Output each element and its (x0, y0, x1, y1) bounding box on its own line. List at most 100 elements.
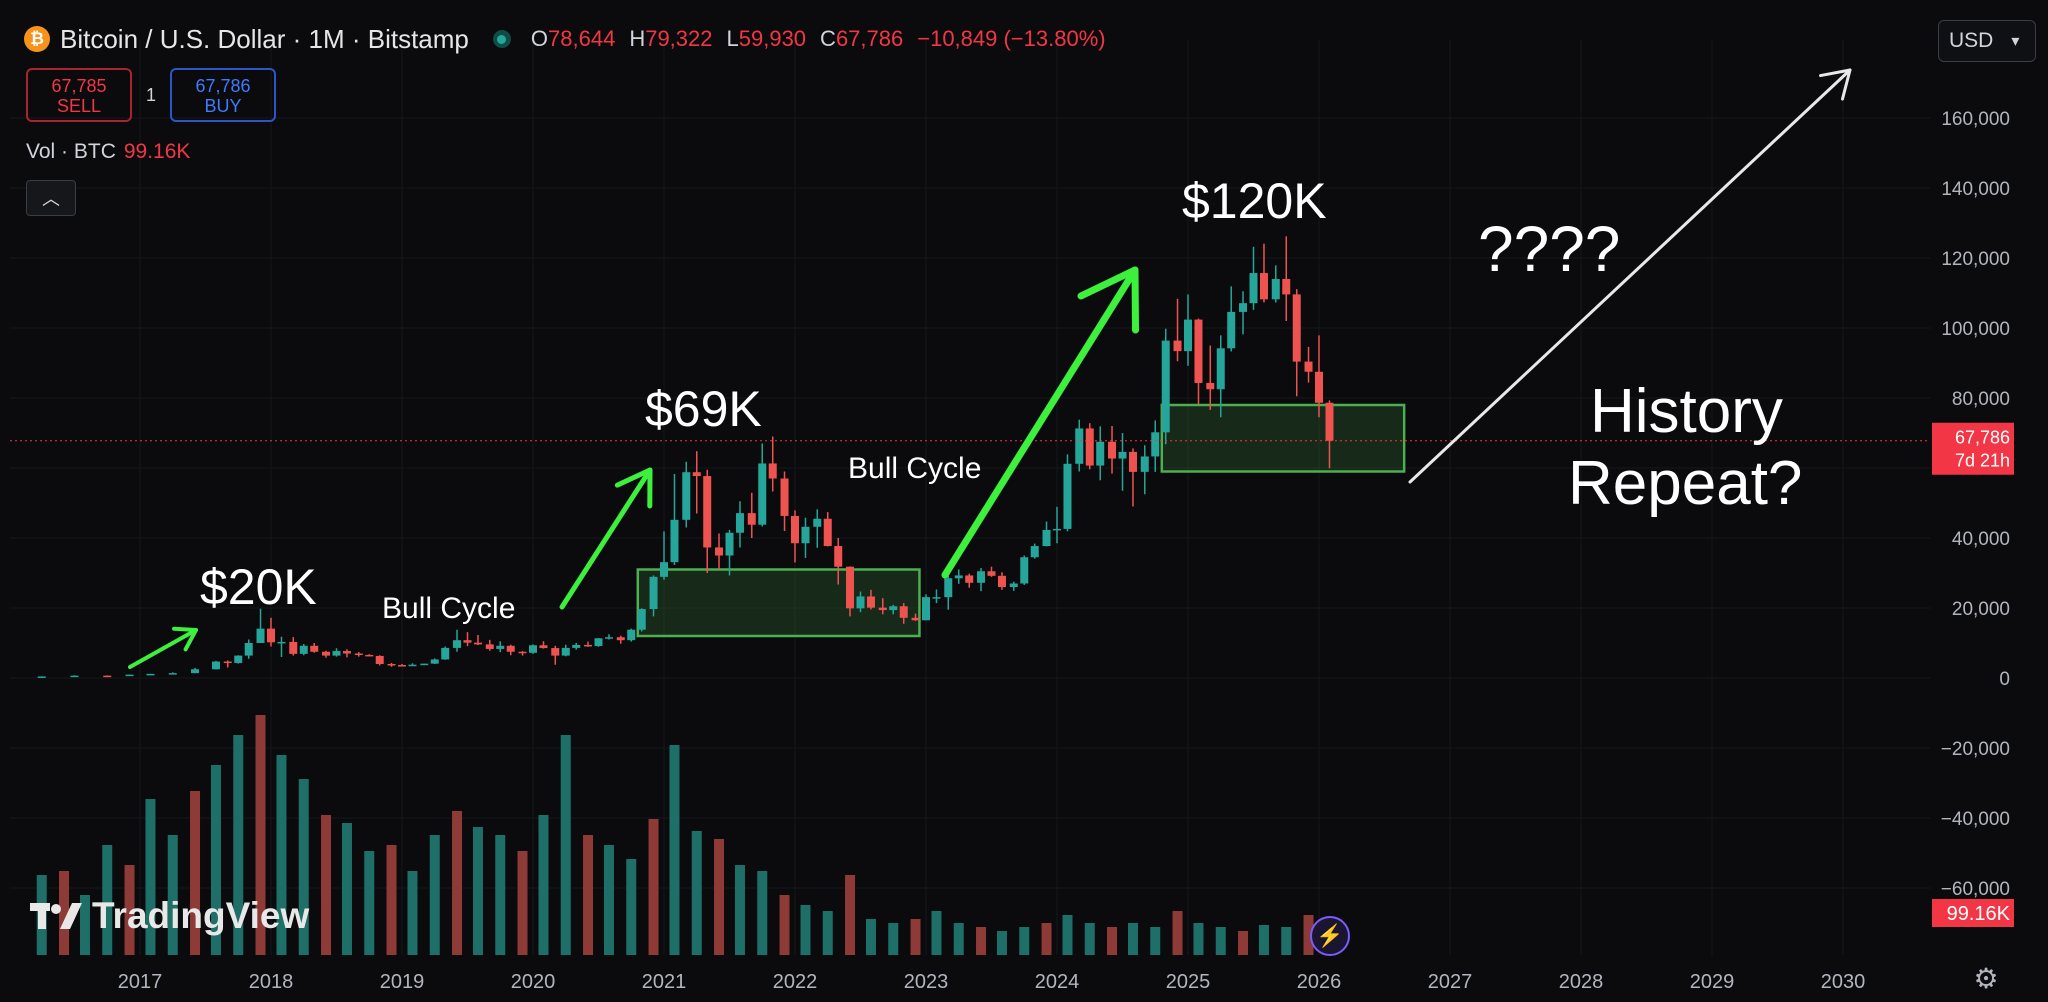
candle-body (1173, 340, 1182, 352)
volume-legend: Vol · BTC 99.16K (26, 140, 190, 164)
candle-body (660, 562, 668, 577)
ohlc-legend: O78,644 H79,322 L59,930 C67,786 −10,849 … (530, 26, 1106, 51)
candle-body (801, 526, 810, 544)
candle-body (1194, 319, 1203, 383)
volume-bar (1303, 915, 1314, 955)
candle-body (965, 575, 974, 583)
candle-body (1009, 583, 1018, 587)
candle-body (191, 669, 200, 674)
y-tick-label: 140,000 (1941, 179, 2010, 200)
candle-body (758, 463, 767, 525)
candle-body (692, 472, 701, 477)
annotation-arrow-head (1077, 266, 1140, 334)
sell-price: 67,785 (51, 76, 107, 96)
volume-bar (429, 835, 440, 955)
candle-body (1096, 441, 1105, 466)
candle-body (1271, 279, 1280, 300)
chevron-up-icon: ︿ (42, 189, 60, 209)
x-tick-label: 2029 (1690, 971, 1735, 993)
volume-bar (452, 811, 463, 955)
bolt-icon[interactable]: ⚡ (1310, 916, 1350, 956)
tradingview-logo[interactable]: TradingView (30, 895, 309, 937)
annotation-bull-cycle-2: Bull Cycle (848, 452, 982, 485)
candle-body (551, 648, 560, 656)
volume-badge-value: 99.16K (1947, 903, 2011, 925)
candle-body (899, 606, 908, 618)
x-tick-label: 2018 (249, 971, 294, 993)
consolidation-zone (636, 568, 921, 638)
annotation-peak-2017: $20K (200, 559, 317, 615)
candle-body (584, 644, 593, 647)
sell-button[interactable]: 67,785 SELL (26, 68, 132, 122)
volume-bar (167, 835, 178, 955)
gear-icon[interactable]: ⚙ (1973, 962, 1999, 994)
candle-body (1075, 428, 1084, 464)
volume-bar (124, 865, 135, 955)
candle-body (420, 663, 429, 666)
low-value: 59,930 (738, 26, 807, 51)
x-tick-label: 2024 (1035, 971, 1080, 993)
current-price-badge-value: 67,786 (1955, 428, 2010, 448)
candle-body (1030, 546, 1039, 558)
buy-button[interactable]: 67,786 BUY (170, 68, 276, 122)
volume-bar (407, 871, 418, 955)
buy-price: 67,786 (195, 76, 251, 96)
bitcoin-icon: ₿ (24, 26, 50, 52)
volume-bar (341, 823, 352, 955)
annotation-bull-cycle-1: Bull Cycle (382, 592, 516, 625)
candle-body (649, 576, 658, 610)
volume-bar (1238, 931, 1249, 955)
candle-body (823, 518, 832, 547)
annotation-question: ???? (1478, 213, 1621, 285)
x-tick-label: 2020 (511, 971, 556, 993)
symbol-title[interactable]: Bitcoin / U.S. Dollar · 1M · Bitstamp (60, 23, 469, 54)
currency-select[interactable]: USD ▾ (1938, 20, 2036, 62)
volume-bar (583, 835, 594, 955)
volume-bar (102, 845, 113, 955)
volume-bar (233, 735, 244, 955)
y-tick-label: −60,000 (1941, 879, 2010, 900)
volume-bar (276, 755, 287, 955)
volume-bar (779, 895, 790, 955)
candle-body (277, 641, 286, 644)
y-tick-label: 120,000 (1941, 249, 2010, 270)
volume-badge (1932, 899, 2014, 927)
change-value: −10,849 (−13.80%) (917, 26, 1106, 51)
candle-body (342, 651, 351, 654)
x-tick-label: 2027 (1428, 971, 1473, 993)
candle-body (725, 532, 734, 556)
volume-bar (1062, 915, 1073, 955)
volume-bar (255, 715, 266, 955)
volume-bar (386, 845, 397, 955)
volume-bar (1127, 923, 1138, 955)
annotation-peak-2025: $120K (1182, 173, 1327, 229)
candle-body (375, 655, 384, 664)
volume-bar (145, 799, 156, 955)
candle-body (780, 478, 789, 516)
candle-body (496, 645, 505, 649)
candle-body (1315, 371, 1323, 403)
volume-bar (757, 871, 768, 955)
candle-body (866, 596, 875, 608)
candle-body (1128, 451, 1137, 472)
buy-label: BUY (204, 96, 242, 116)
annotation-arrow (1408, 68, 1852, 484)
candle-body (168, 673, 177, 675)
candle-body (1249, 273, 1258, 304)
volume-bar (1019, 927, 1030, 955)
candle-body (977, 571, 986, 583)
volume-bar (298, 779, 309, 955)
candle-body (856, 596, 865, 609)
quantity-value[interactable]: 1 (146, 85, 157, 105)
y-tick-label: 80,000 (1952, 389, 2010, 410)
candle-body (146, 673, 155, 676)
candle-body (846, 566, 855, 609)
candle-body (670, 519, 679, 563)
chart-header: ₿ Bitcoin / U.S. Dollar · 1M · Bitstamp … (24, 22, 1106, 56)
y-tick-label: 100,000 (1941, 319, 2010, 340)
volume-label: Vol · BTC (26, 140, 116, 163)
collapse-legend-button[interactable]: ︿ (26, 180, 76, 216)
candle-body (234, 655, 243, 663)
